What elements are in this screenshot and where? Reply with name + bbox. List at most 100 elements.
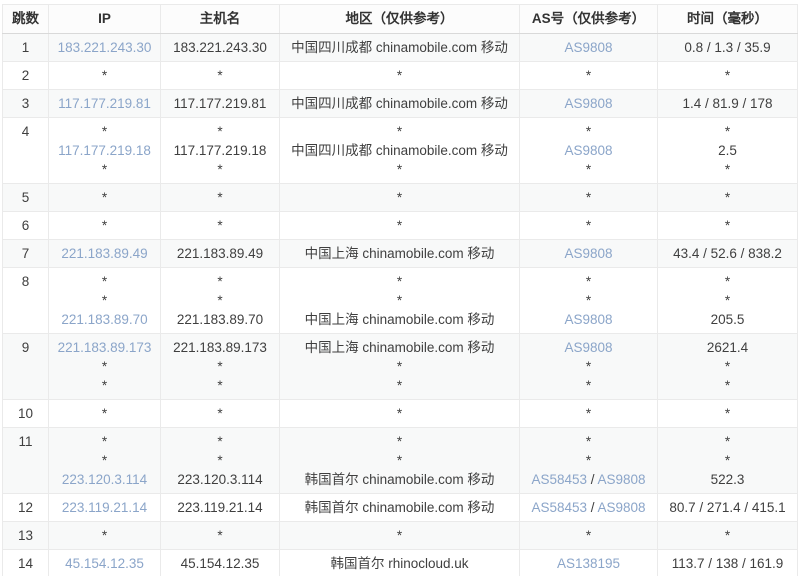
cell-text: *	[724, 359, 731, 374]
cell-asn: * * AS58453 / AS9808	[519, 427, 658, 494]
hop-number: 13	[17, 528, 34, 543]
cell-line: AS9808	[524, 244, 653, 263]
cell-line: *	[284, 188, 515, 207]
cell-text: *	[217, 218, 223, 233]
cell-line: 223.120.3.114	[165, 470, 275, 489]
cell-hop: 14	[2, 549, 49, 576]
asn-link[interactable]: AS138195	[556, 556, 621, 571]
cell-region: 中国四川成都 chinamobile.com 移动	[279, 33, 520, 62]
hop-number: 14	[17, 556, 34, 571]
column-header-asn: AS号（仅供参考）	[519, 4, 658, 34]
asn-link[interactable]: AS9808	[597, 500, 646, 515]
cell-text: *	[585, 378, 592, 393]
cell-text: *	[101, 359, 108, 374]
ip-link[interactable]: 221.183.89.49	[61, 246, 148, 261]
cell-ip: 45.154.12.35	[48, 549, 161, 576]
cell-line: AS9808	[524, 338, 653, 357]
cell-text: *	[217, 528, 223, 543]
cell-line: 韩国首尔 chinamobile.com 移动	[284, 498, 515, 517]
cell-text: *	[585, 528, 592, 543]
cell-text: *	[724, 378, 731, 393]
cell-text: 中国上海 chinamobile.com 移动	[304, 312, 495, 327]
asn-link[interactable]: AS9808	[564, 340, 613, 355]
cell-line: *	[53, 404, 156, 423]
cell-text: *	[724, 528, 731, 543]
cell-time: 113.7 / 138 / 161.9	[657, 549, 798, 576]
cell-text: 中国上海 chinamobile.com 移动	[304, 246, 495, 261]
cell-line: *	[662, 357, 793, 376]
asn-link[interactable]: AS58453	[531, 500, 587, 515]
cell-time: *	[657, 211, 798, 240]
cell-line: *	[284, 357, 515, 376]
table-row: 13 * * * * *	[2, 521, 798, 550]
asn-link[interactable]: AS9808	[564, 312, 613, 327]
cell-asn: AS138195	[519, 549, 658, 576]
cell-text: 117.177.219.81	[173, 96, 267, 111]
ip-link[interactable]: 223.120.3.114	[61, 472, 148, 487]
asn-link[interactable]: AS58453	[531, 472, 587, 487]
cell-line: AS9808	[524, 141, 653, 160]
asn-link[interactable]: AS9808	[564, 246, 613, 261]
cell-line: *	[165, 66, 275, 85]
cell-line: *	[165, 404, 275, 423]
cell-line: 221.183.89.173	[165, 338, 275, 357]
cell-text: *	[396, 378, 403, 393]
cell-text: *	[585, 434, 592, 449]
cell-line: *	[524, 291, 653, 310]
cell-text: *	[396, 359, 403, 374]
cell-asn: *	[519, 61, 658, 90]
ip-link[interactable]: 221.183.89.173	[57, 340, 152, 355]
cell-line: *	[662, 66, 793, 85]
asn-link[interactable]: AS9808	[564, 40, 613, 55]
cell-text: 223.120.3.114	[177, 472, 263, 487]
ip-link[interactable]: 221.183.89.70	[61, 312, 148, 327]
ip-link[interactable]: 117.177.219.81	[58, 96, 151, 111]
cell-time: 0.8 / 1.3 / 35.9	[657, 33, 798, 62]
cell-line: 中国四川成都 chinamobile.com 移动	[284, 38, 515, 57]
cell-text: *	[724, 162, 731, 177]
cell-text: *	[585, 68, 592, 83]
cell-line: *	[165, 357, 275, 376]
cell-text: 中国四川成都 chinamobile.com 移动	[291, 143, 508, 158]
cell-line: AS58453 / AS9808	[524, 470, 653, 489]
hop-number: 7	[21, 246, 30, 261]
ip-link[interactable]: 45.154.12.35	[65, 556, 144, 571]
header-row: 跳数 IP 主机名 地区（仅供参考） AS号（仅供参考） 时间（毫秒）	[2, 4, 798, 34]
hop-number: 2	[21, 68, 30, 83]
cell-line: *	[662, 216, 793, 235]
asn-link[interactable]: AS9808	[564, 96, 613, 111]
cell-line: *	[284, 66, 515, 85]
cell-line: *	[524, 188, 653, 207]
table-row: 4 * 117.177.219.18 * * 117.177.219.18 * * 中国四川成都…	[2, 117, 798, 184]
cell-text: *	[101, 528, 108, 543]
cell-line: *	[284, 432, 515, 451]
ip-link[interactable]: 117.177.219.18	[58, 143, 151, 158]
cell-hop: 3	[2, 89, 49, 118]
hop-number: 10	[17, 406, 34, 421]
cell-line: AS58453 / AS9808	[524, 498, 653, 517]
asn-link[interactable]: AS9808	[597, 472, 646, 487]
cell-text: *	[724, 453, 731, 468]
cell-text: *	[396, 190, 403, 205]
cell-time: * * 205.5	[657, 267, 798, 334]
cell-asn: *	[519, 183, 658, 212]
cell-line: *	[165, 291, 275, 310]
asn-link[interactable]: AS9808	[564, 143, 613, 158]
cell-line: *	[662, 432, 793, 451]
ip-link[interactable]: 183.221.243.30	[57, 40, 152, 55]
cell-line: *	[53, 291, 156, 310]
cell-text: 中国四川成都 chinamobile.com 移动	[291, 96, 508, 111]
cell-line: *	[284, 404, 515, 423]
cell-time: *	[657, 61, 798, 90]
cell-text: *	[585, 453, 592, 468]
cell-asn: AS9808	[519, 89, 658, 118]
cell-text: *	[585, 406, 592, 421]
cell-line: 205.5	[662, 310, 793, 329]
cell-text: *	[217, 68, 223, 83]
cell-text: *	[101, 190, 108, 205]
table-row: 5 * * * * *	[2, 183, 798, 212]
cell-text: *	[101, 378, 108, 393]
cell-line: *	[165, 216, 275, 235]
table-row: 9 221.183.89.173 * * 221.183.89.173 * * 中国上海 ch…	[2, 333, 798, 400]
ip-link[interactable]: 223.119.21.14	[61, 500, 148, 515]
